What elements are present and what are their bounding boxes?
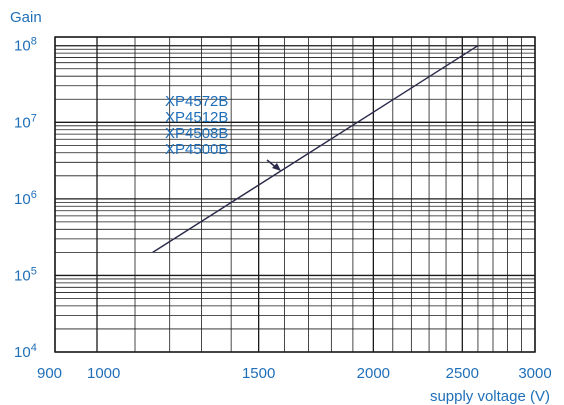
y-tick-label: 108	[14, 36, 37, 55]
x-tick-label: 1000	[87, 365, 120, 382]
grid	[54, 36, 536, 353]
plot-frame	[54, 36, 536, 353]
series-label-xp4512b: XP4512B	[165, 109, 228, 126]
series-line	[152, 45, 479, 253]
y-tick-label: 107	[14, 112, 37, 131]
series-label-xp4508b: XP4508B	[165, 125, 228, 142]
x-tick-label: 3000	[518, 365, 551, 382]
y-axis-label: Gain	[10, 9, 42, 26]
y-tick-label: 104	[14, 342, 37, 361]
series-label-group: XP4572B XP4512B XP4508B XP4500B	[165, 93, 281, 171]
tick-labels: 900 1000 1500 2000 2500 3000 104 105 106 107 108	[14, 36, 552, 382]
y-tick-label: 106	[14, 189, 37, 208]
y-tick-label: 105	[14, 265, 37, 284]
series-lines	[152, 45, 479, 253]
series-label-arrowhead	[272, 163, 281, 171]
x-tick-label: 1500	[242, 365, 275, 382]
series-label-xp4572b: XP4572B	[165, 93, 228, 110]
x-axis-label: supply voltage (V)	[430, 388, 550, 405]
x-tick-label: 900	[37, 365, 62, 382]
x-tick-label: 2000	[357, 365, 390, 382]
series-label-xp4500b: XP4500B	[165, 141, 228, 158]
x-tick-label: 2500	[446, 365, 479, 382]
